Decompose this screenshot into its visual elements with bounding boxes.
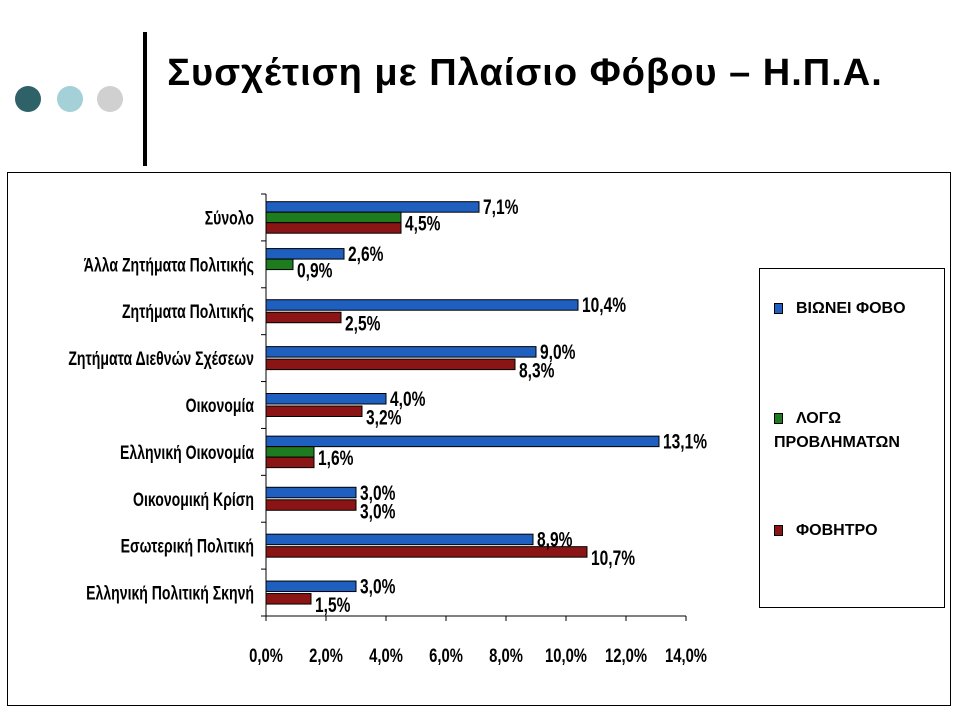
legend-swatch-1 [774,303,783,314]
bar [265,311,342,324]
data-label: 13,1% [663,429,707,453]
decor-dot-dark [15,86,41,112]
x-tick-label: 8,0% [489,645,523,666]
data-label: 7,1% [483,195,518,219]
title-divider [143,32,147,166]
bar [265,546,588,558]
category-label: Ελληνική Πολιτική Σκηνή [86,583,254,605]
legend-swatch-3 [774,525,783,536]
bar [265,258,294,271]
bar [265,486,357,499]
bar [265,456,315,469]
data-label: 8,3% [519,358,554,382]
data-label: 8,9% [537,527,572,551]
x-tick-label: 10,0% [545,645,587,666]
x-tick-label: 4,0% [369,645,403,666]
data-label: 4,5% [405,211,440,235]
category-label: Σύνολο [205,207,254,229]
x-tick-label: 12,0% [605,645,647,666]
data-label: 3,0% [360,480,395,504]
legend-label-2: ΛΟΓΩ ΠΡΟΒΛΗΜΑΤΩΝ [774,410,900,451]
data-label: 10,7% [591,546,635,570]
x-tick-label: 14,0% [665,645,707,666]
decor-dot-grey [97,86,123,112]
bar [265,580,357,593]
data-label: 2,6% [348,242,383,266]
category-label: Ζητήματα Διεθνών Σχέσεων [68,348,254,370]
legend-label-3: ΦΟΒΗΤΡΟ [796,522,878,539]
category-label: Άλλα Ζητήματα Πολιτικής [84,254,254,276]
bar [265,346,537,358]
page-title: Συσχέτιση με Πλαίσιο Φόβου – Η.Π.Α. [167,52,883,94]
bar [265,435,660,448]
category-label: Ελληνική Οικονομία [120,442,255,464]
data-label: 0,9% [297,258,332,282]
bar [265,299,579,311]
data-label: 1,6% [318,446,353,470]
bar [265,393,387,405]
bar [265,201,480,213]
data-label: 3,2% [366,405,401,429]
data-label: 10,4% [582,293,626,317]
data-label: 2,5% [345,311,380,335]
category-label: Οικονομική Κρίση [133,489,254,511]
chart-legend: ΒΙΩΝΕΙ ΦΟΒΟ ΛΟΓΩ ΠΡΟΒΛΗΜΑΤΩΝ ΦΟΒΗΤΡΟ [759,268,945,608]
bar [265,499,357,511]
data-label: 1,5% [315,593,350,617]
x-tick-label: 6,0% [429,645,463,666]
bar [265,405,363,417]
data-label: 3,0% [360,574,395,598]
bar [265,533,534,546]
data-label: 9,0% [540,340,575,364]
bar [265,593,312,605]
bar [265,248,345,260]
decor-dot-light [57,86,83,112]
x-tick-label: 2,0% [309,645,343,666]
category-label: Εσωτερική Πολιτική [121,536,254,558]
x-tick-label: 0,0% [249,645,283,666]
category-label: Οικονομία [186,395,255,417]
bar [265,222,402,234]
data-label: 4,0% [390,387,425,411]
bar [265,211,402,224]
legend-label-1: ΒΙΩΝΕΙ ΦΟΒΟ [796,300,906,317]
chart-frame [7,172,951,706]
bar [265,358,516,371]
bar [265,446,315,458]
category-label: Ζητήματα Πολιτικής [122,301,254,323]
legend-swatch-2 [774,413,783,424]
data-label: 3,0% [360,499,395,523]
